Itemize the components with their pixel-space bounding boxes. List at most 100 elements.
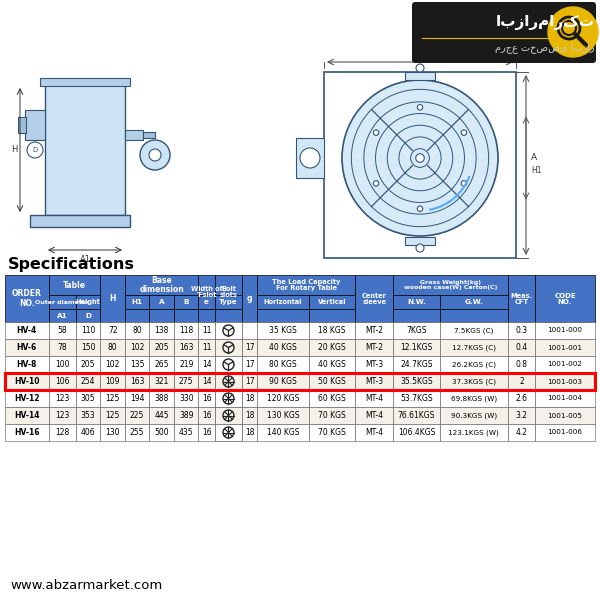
Bar	[174, 322, 199, 339]
Text: Horizontal: Horizontal	[264, 299, 302, 305]
Text: 109: 109	[106, 377, 120, 386]
Bar	[18, 117, 26, 133]
Text: 18: 18	[245, 411, 254, 420]
Bar	[215, 390, 242, 407]
Text: A1: A1	[57, 313, 68, 319]
Text: 7.5KGS (C): 7.5KGS (C)	[454, 327, 493, 334]
Text: 17: 17	[245, 377, 254, 386]
Text: 40 KGS: 40 KGS	[318, 360, 346, 369]
Bar	[508, 275, 535, 322]
Bar	[149, 309, 174, 322]
Text: 106.4KGS: 106.4KGS	[398, 428, 435, 437]
Bar	[215, 309, 242, 322]
Text: ORDER
NO.: ORDER NO.	[12, 289, 42, 307]
Text: 321: 321	[155, 377, 169, 386]
Text: 102: 102	[106, 360, 120, 369]
Bar	[100, 356, 125, 373]
Text: 102: 102	[130, 343, 145, 352]
Bar	[405, 72, 435, 80]
Text: 125: 125	[106, 411, 120, 420]
Bar	[242, 356, 257, 373]
Bar	[242, 407, 257, 424]
Bar	[309, 356, 355, 373]
Text: 435: 435	[179, 428, 194, 437]
Bar	[242, 339, 257, 356]
Bar	[535, 373, 595, 390]
Text: 70 KGS: 70 KGS	[318, 411, 346, 420]
Bar	[296, 138, 324, 178]
Bar	[76, 390, 100, 407]
Text: 123: 123	[55, 394, 70, 403]
Text: Width of
T-slot: Width of T-slot	[191, 286, 223, 298]
Bar	[40, 78, 130, 86]
Text: D: D	[32, 147, 38, 153]
Bar	[405, 237, 435, 245]
Bar	[394, 295, 440, 309]
Circle shape	[373, 130, 379, 136]
Bar	[76, 309, 100, 322]
Bar	[309, 322, 355, 339]
Bar	[125, 390, 149, 407]
Bar	[355, 275, 394, 322]
Bar	[508, 339, 535, 356]
Text: 135: 135	[130, 360, 145, 369]
Text: 37.3KGS (C): 37.3KGS (C)	[452, 378, 496, 385]
Bar	[324, 72, 516, 258]
Text: 16: 16	[202, 411, 211, 420]
Text: Bolt
slots: Bolt slots	[220, 286, 238, 298]
Text: e: e	[204, 299, 209, 305]
Bar	[76, 339, 100, 356]
Text: Gross Weight(kg)
wooden case(W) Carton(C): Gross Weight(kg) wooden case(W) Carton(C…	[404, 280, 497, 290]
Text: 78: 78	[58, 343, 67, 352]
Bar	[174, 407, 199, 424]
Text: 219: 219	[179, 360, 193, 369]
Text: HV-8: HV-8	[17, 360, 37, 369]
Bar	[49, 373, 76, 390]
Bar	[215, 424, 242, 441]
Bar	[440, 373, 508, 390]
Bar	[394, 339, 440, 356]
Bar	[257, 295, 309, 309]
Bar	[125, 356, 149, 373]
Bar	[125, 424, 149, 441]
Text: The Load Capacity
For Rotary Table: The Load Capacity For Rotary Table	[272, 279, 340, 291]
Text: 18 KGS: 18 KGS	[318, 326, 346, 335]
Bar	[309, 424, 355, 441]
Bar	[174, 339, 199, 356]
Bar	[125, 130, 143, 140]
Bar	[215, 339, 242, 356]
Bar	[394, 275, 508, 295]
Bar	[257, 309, 309, 322]
Bar	[49, 309, 76, 322]
Bar	[174, 356, 199, 373]
Text: H: H	[109, 294, 116, 303]
Text: B: B	[184, 299, 189, 305]
Bar	[394, 322, 440, 339]
Text: 225: 225	[130, 411, 145, 420]
Bar	[215, 407, 242, 424]
Bar	[49, 295, 76, 309]
Text: 17: 17	[245, 360, 254, 369]
Text: 353: 353	[81, 411, 95, 420]
Bar	[5, 390, 49, 407]
Text: 0.4: 0.4	[515, 343, 527, 352]
Bar	[440, 407, 508, 424]
Bar	[215, 339, 242, 356]
Bar	[49, 356, 76, 373]
Bar	[309, 339, 355, 356]
Bar	[215, 275, 242, 309]
Bar	[309, 407, 355, 424]
Text: 80 KGS: 80 KGS	[269, 360, 297, 369]
Bar	[394, 424, 440, 441]
Text: 11: 11	[202, 343, 211, 352]
Bar	[355, 356, 394, 373]
Text: Specifications: Specifications	[8, 257, 135, 272]
Text: 128: 128	[55, 428, 70, 437]
Text: MT-3: MT-3	[365, 377, 383, 386]
Circle shape	[548, 7, 598, 57]
Bar	[76, 322, 100, 339]
Bar	[199, 275, 215, 309]
Text: 110: 110	[81, 326, 95, 335]
Bar	[440, 295, 508, 309]
Bar	[355, 390, 394, 407]
